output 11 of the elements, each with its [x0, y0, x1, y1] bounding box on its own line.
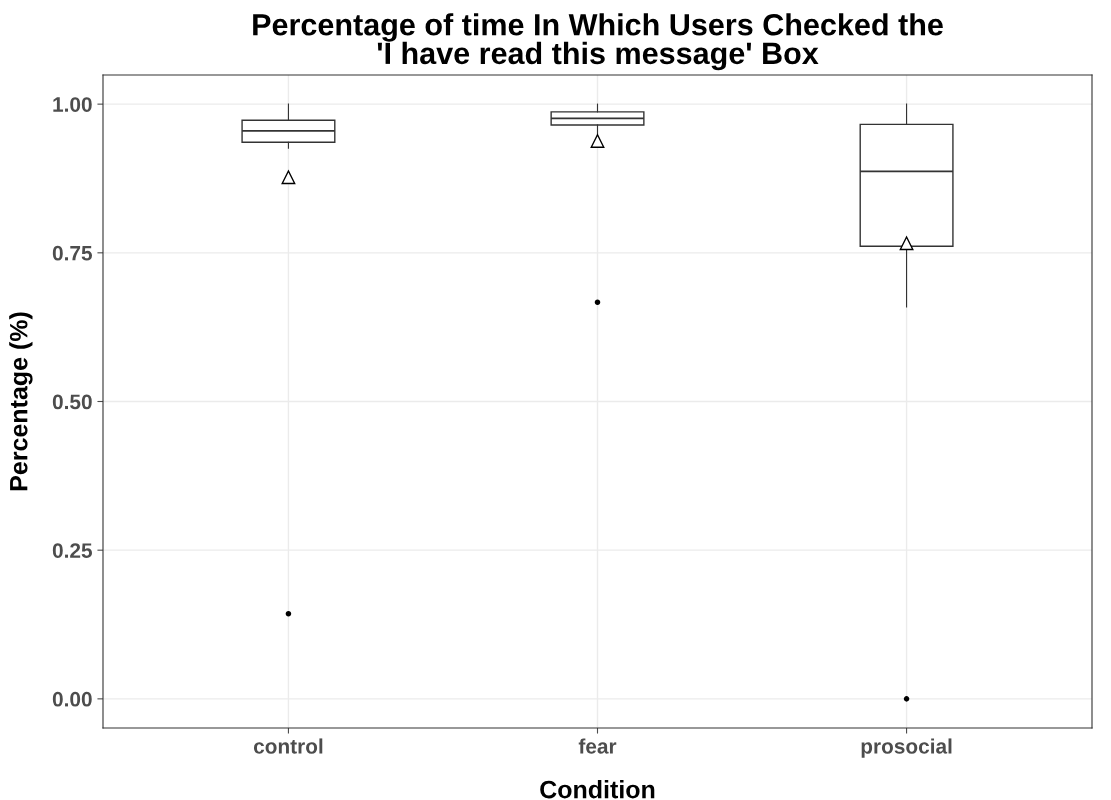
x-axis-title: Condition	[540, 780, 655, 799]
y-tick-label: 0.50	[52, 394, 92, 410]
y-tick-label: 0.75	[52, 245, 93, 261]
y-tick-label: 0.25	[52, 543, 93, 558]
x-tick-label: control	[253, 738, 323, 754]
x-tick-label: prosocial	[861, 738, 952, 758]
y-axis-title: Percentage (%)	[9, 312, 33, 491]
y-tick-label: 1.00	[53, 97, 92, 112]
chart-title: Percentage of time In Which Users Checked the 'I have read this message' Box	[253, 13, 943, 71]
y-tick-label: 0.00	[52, 691, 92, 707]
x-tick-label: fear	[578, 738, 617, 754]
